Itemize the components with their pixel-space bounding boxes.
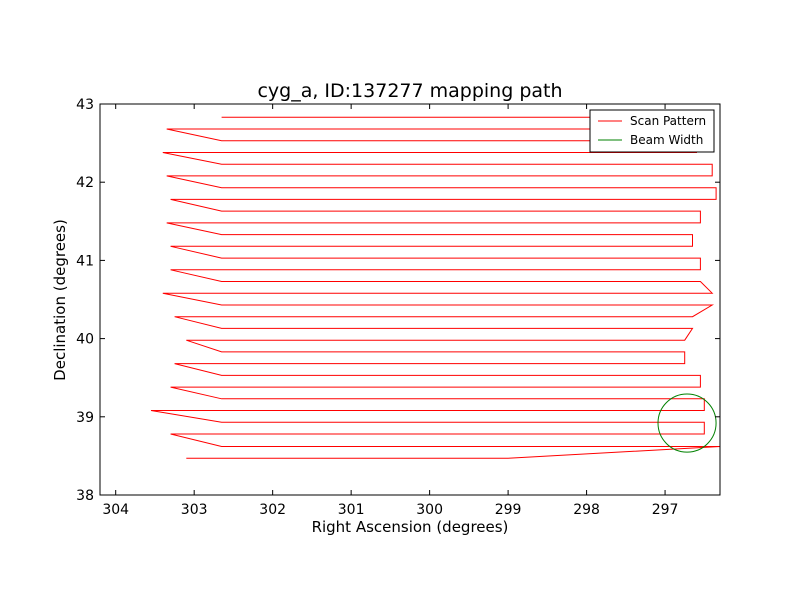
y-axis-label: Declination (degrees) (51, 219, 69, 381)
x-axis-label: Right Ascension (degrees) (312, 518, 509, 536)
legend: Scan Pattern Beam Width (589, 109, 715, 153)
scan-pattern-line (150, 116, 720, 459)
y-tick-label: 39 (76, 410, 94, 426)
x-axis: 304 303 302 301 300 299 298 297 (102, 104, 678, 518)
x-tick-label: 302 (259, 502, 286, 518)
x-tick-label: 303 (181, 502, 208, 518)
y-tick-label: 38 (76, 488, 94, 504)
x-tick-label: 299 (495, 502, 522, 518)
beam-width-circle (657, 393, 717, 453)
chart-title: cyg_a, ID:137277 mapping path (257, 80, 562, 102)
y-tick-label: 40 (76, 332, 94, 348)
y-axis: 38 39 40 41 42 43 (76, 97, 720, 504)
legend-label-beam-width: Beam Width (630, 133, 703, 147)
plot-marks (150, 116, 720, 459)
x-tick-label: 304 (102, 502, 129, 518)
plot-area (99, 103, 721, 496)
y-tick-label: 42 (76, 175, 94, 191)
x-tick-label: 300 (416, 502, 443, 518)
legend-box (589, 109, 715, 153)
x-tick-label: 301 (338, 502, 365, 518)
legend-label-scan-pattern: Scan Pattern (630, 114, 706, 128)
axes-frame (99, 103, 721, 496)
x-tick-label: 298 (573, 502, 600, 518)
y-tick-label: 43 (76, 97, 94, 113)
y-tick-label: 41 (76, 253, 94, 269)
x-tick-label: 297 (652, 502, 679, 518)
